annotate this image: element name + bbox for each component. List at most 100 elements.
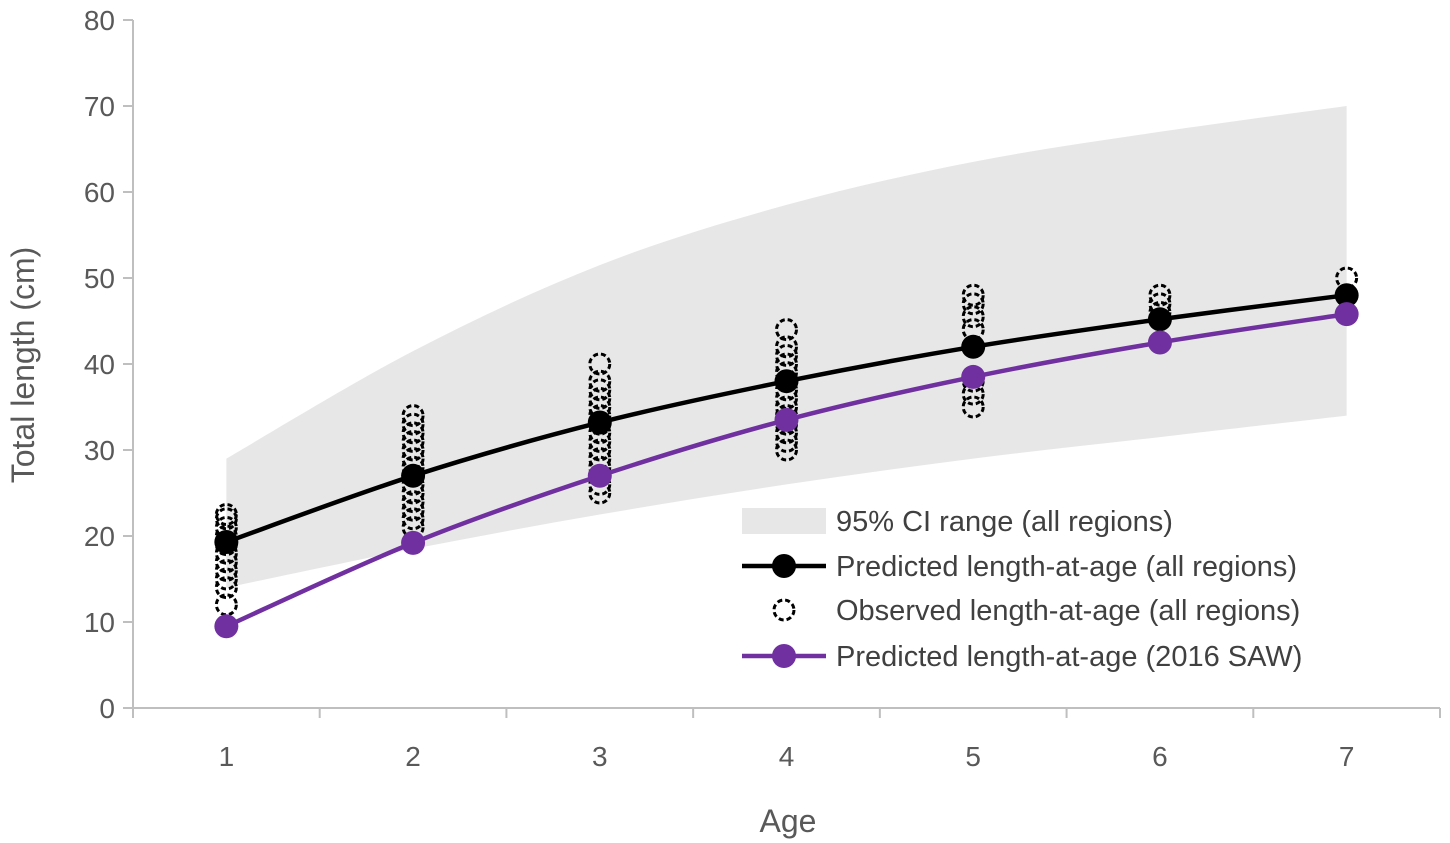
observed-point xyxy=(401,481,425,505)
observed-point xyxy=(588,447,612,471)
observed-point xyxy=(588,472,612,496)
observed-point xyxy=(214,503,238,526)
observed-point xyxy=(588,395,612,419)
observed-point xyxy=(775,335,798,359)
observed-point xyxy=(1148,300,1172,324)
predicted-all-regions-point xyxy=(1147,307,1172,332)
predicted-2016-saw-point xyxy=(961,364,986,389)
legend-item: Predicted length-at-age (2016 SAW) xyxy=(742,641,1302,673)
legend-label: 95% CI range (all regions) xyxy=(836,506,1173,538)
observed-point xyxy=(214,567,238,591)
predicted-lines-layer xyxy=(214,283,1359,639)
y-tick-label: 70 xyxy=(84,91,115,122)
observed-point xyxy=(775,421,798,445)
observed-point xyxy=(401,421,425,445)
predicted-2016-saw-point xyxy=(214,614,239,639)
observed-points-layer xyxy=(214,266,1359,617)
observed-point xyxy=(401,412,425,436)
predicted-all-regions-point xyxy=(774,369,799,394)
x-tick-label: 1 xyxy=(219,741,235,772)
observed-point xyxy=(401,472,425,496)
legend-band-swatch xyxy=(742,508,826,534)
observed-point xyxy=(401,490,425,514)
predicted-2016-saw-point xyxy=(587,463,612,488)
observed-point xyxy=(775,318,798,342)
predicted-all-regions-point xyxy=(587,410,612,435)
legend-label: Observed length-at-age (all regions) xyxy=(836,595,1300,627)
observed-point xyxy=(775,343,798,367)
observed-point xyxy=(775,438,798,462)
legend-marker-swatch xyxy=(772,644,796,668)
observed-point xyxy=(214,558,238,582)
y-tick-label: 10 xyxy=(84,607,115,638)
predicted-2016-saw-point xyxy=(401,530,426,555)
observed-point xyxy=(588,481,612,505)
observed-point xyxy=(214,515,238,539)
legend-marker-swatch xyxy=(772,598,796,622)
predicted-all-regions-point xyxy=(214,530,239,555)
observed-point xyxy=(961,318,985,342)
observed-point xyxy=(588,386,612,410)
observed-point xyxy=(1335,266,1359,290)
x-tick-label: 5 xyxy=(965,741,981,772)
observed-point xyxy=(401,438,425,462)
observed-point xyxy=(214,593,238,617)
observed-point xyxy=(588,404,612,428)
legend-item: 95% CI range (all regions) xyxy=(742,506,1173,538)
observed-point xyxy=(775,386,798,410)
ci-band xyxy=(226,106,1347,588)
legend: 95% CI range (all regions) Predicted leng… xyxy=(742,506,1302,673)
y-tick-label: 50 xyxy=(84,263,115,294)
observed-point xyxy=(401,455,425,479)
observed-point xyxy=(961,395,985,419)
y-tick-label: 30 xyxy=(84,435,115,466)
ci-band-layer xyxy=(226,106,1347,588)
predicted-2016-saw-point xyxy=(1147,330,1172,355)
predicted-all-regions-point xyxy=(961,334,986,359)
predicted-2016-saw-point xyxy=(1334,302,1359,327)
observed-point xyxy=(961,382,985,406)
y-tick-label: 20 xyxy=(84,521,115,552)
predicted-all-regions-point xyxy=(1334,283,1359,308)
x-tick-label: 4 xyxy=(779,741,795,772)
y-tick-label: 40 xyxy=(84,349,115,380)
observed-point xyxy=(214,541,238,565)
observed-point xyxy=(775,352,798,376)
y-tick-label: 80 xyxy=(84,5,115,36)
y-tick-label: 60 xyxy=(84,177,115,208)
predicted-2016-saw-point xyxy=(774,407,799,432)
y-tick-label: 0 xyxy=(99,693,115,724)
observed-point xyxy=(401,447,425,471)
x-tick-label: 7 xyxy=(1339,741,1355,772)
observed-point xyxy=(214,550,238,574)
legend-label: Predicted length-at-age (2016 SAW) xyxy=(836,641,1302,673)
legend-label: Predicted length-at-age (all regions) xyxy=(836,551,1297,583)
observed-point xyxy=(401,404,425,428)
observed-point xyxy=(214,576,238,600)
x-tick-label: 6 xyxy=(1152,741,1168,772)
observed-point xyxy=(775,361,798,385)
observed-point xyxy=(775,378,798,402)
observed-point xyxy=(961,292,985,316)
x-tick-label: 3 xyxy=(592,741,608,772)
predicted-all-regions-point xyxy=(401,463,426,488)
legend-item: Predicted length-at-age (all regions) xyxy=(742,551,1297,583)
observed-point xyxy=(401,429,425,453)
observed-point xyxy=(588,421,612,445)
observed-point xyxy=(588,369,612,393)
observed-point xyxy=(961,305,985,329)
x-tick-label: 2 xyxy=(405,741,421,772)
observed-point xyxy=(588,429,612,453)
observed-point xyxy=(401,498,425,522)
observed-point xyxy=(588,352,612,376)
observed-point xyxy=(775,395,798,419)
observed-point xyxy=(1148,283,1172,307)
legend-marker-swatch xyxy=(772,554,796,578)
observed-point xyxy=(588,378,612,402)
observed-point xyxy=(401,507,425,531)
observed-point xyxy=(775,429,798,453)
observed-point xyxy=(961,283,985,307)
observed-point xyxy=(1148,292,1172,316)
y-axis-title: Total length (cm) xyxy=(5,247,41,484)
